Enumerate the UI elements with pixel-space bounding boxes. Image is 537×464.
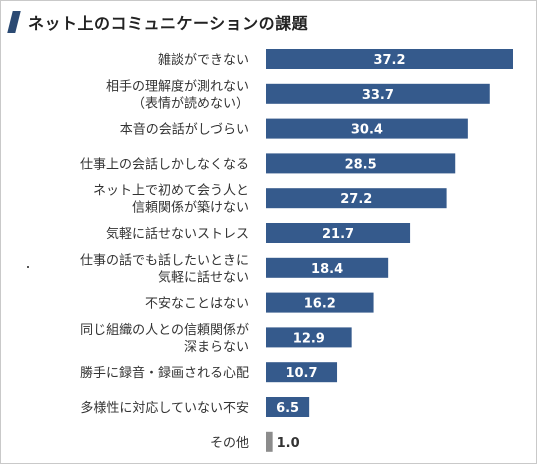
bar-1 — [266, 83, 490, 104]
value-label-2: 30.4 — [351, 123, 383, 138]
category-label-9-0: 勝手に録音・録画される心配 — [80, 365, 249, 381]
category-label-7-0: 不安なことはない — [145, 297, 249, 312]
category-label-10-0: 多様性に対応していない不安 — [80, 400, 249, 416]
chart-title: ネット上のコミュニケーションの課題 — [28, 14, 309, 33]
value-label-8: 12.9 — [293, 331, 325, 346]
bar-0 — [266, 49, 513, 69]
category-label-4-1: 信頼関係が築けない — [132, 201, 249, 216]
bar-3 — [266, 153, 456, 174]
value-label-10: 6.5 — [276, 401, 299, 416]
bar-5 — [266, 223, 411, 243]
value-label-7: 16.2 — [304, 297, 336, 312]
value-label-6: 18.4 — [311, 262, 343, 277]
category-label-8-0: 同じ組織の人との信頼関係が — [80, 323, 249, 338]
category-label-1-0: 相手の理解度が測れない — [106, 78, 249, 94]
bar-7 — [266, 292, 374, 313]
value-label-5: 21.7 — [322, 227, 354, 242]
bar-6 — [266, 257, 389, 278]
category-label-3-0: 仕事上の会話しかしなくなる — [80, 156, 249, 172]
bar-2 — [266, 118, 468, 139]
value-label-0: 37.2 — [373, 53, 405, 68]
bar-10 — [266, 397, 310, 417]
category-label-5-0: 気軽に話せないストレス — [106, 226, 249, 242]
category-label-4-0: ネット上で初めて会う人と — [93, 184, 249, 199]
value-label-11: 1.0 — [277, 436, 300, 451]
category-label-6-0: 仕事の話でも話したいときに — [80, 252, 249, 268]
value-label-4: 27.2 — [340, 192, 372, 207]
bar-11 — [266, 431, 273, 452]
category-label-11-0: その他 — [210, 436, 249, 451]
category-label-2-0: 本音の会話がしづらい — [120, 122, 249, 138]
chart-title-row: ネット上のコミュニケーションの課題 — [7, 10, 309, 34]
bar-4 — [266, 188, 447, 209]
bar-8 — [266, 327, 352, 348]
value-label-3: 28.5 — [345, 157, 377, 172]
value-label-9: 10.7 — [285, 366, 317, 381]
category-label-1-1: （表情が読めない） — [132, 95, 249, 111]
category-label-0-0: 雑談ができない — [158, 52, 249, 68]
bar-9 — [266, 362, 338, 383]
stray-dot — [27, 266, 29, 268]
category-label-6-1: 気軽に話せない — [158, 269, 249, 285]
category-label-8-1: 深まらない — [184, 340, 249, 355]
value-label-1: 33.7 — [362, 88, 394, 103]
